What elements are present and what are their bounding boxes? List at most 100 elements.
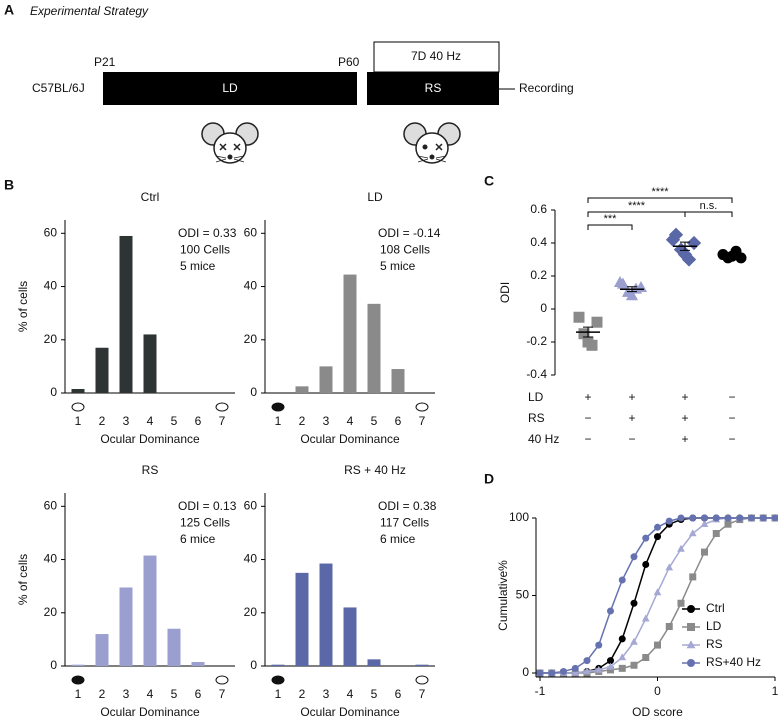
bar — [415, 664, 429, 666]
marker — [665, 232, 681, 247]
bar — [95, 634, 109, 666]
phase-label: LD — [222, 81, 238, 95]
x-tick-label: 7 — [419, 687, 426, 701]
rs-bar — [367, 72, 499, 105]
eye-icon — [215, 402, 229, 412]
x-tick-label: 1 — [75, 687, 82, 701]
marker — [548, 669, 556, 677]
marker — [701, 514, 708, 522]
eye-icon — [215, 675, 229, 685]
annotation: 6 mice — [380, 532, 416, 546]
y-tick-label: 40 — [244, 552, 258, 566]
marker — [701, 548, 708, 556]
condition-sign: − — [728, 411, 735, 425]
y-tick-label: 20 — [244, 605, 258, 619]
legend-marker — [686, 640, 696, 649]
chart-title: RS + 40 Hz — [344, 463, 406, 477]
marker — [607, 666, 614, 674]
bar — [119, 235, 133, 393]
y-tick-label: 0 — [250, 658, 257, 672]
y-tick-label: 20 — [44, 332, 58, 346]
treatment-label: 7D 40 Hz — [411, 49, 461, 63]
y-tick-label: 0 — [522, 665, 529, 679]
annotation: 108 Cells — [380, 243, 430, 257]
y-axis-label: ODI — [498, 282, 512, 303]
marker — [642, 561, 650, 568]
x-tick-label: 7 — [419, 414, 426, 428]
phase-label: RS — [425, 81, 442, 95]
bar — [367, 303, 381, 393]
y-axis-label: % of cells — [16, 554, 30, 605]
marker — [712, 530, 720, 537]
treatment-box — [373, 41, 500, 73]
significance-label: *** — [604, 213, 618, 225]
x-tick-label: 2 — [299, 687, 306, 701]
marker — [607, 607, 614, 615]
bar — [343, 607, 357, 666]
x-tick-label: 7 — [219, 687, 226, 701]
error-bar — [627, 286, 637, 293]
bar — [71, 664, 85, 666]
age-label: P21 — [94, 55, 116, 69]
y-tick-label: 40 — [244, 279, 258, 293]
significance-bracket — [587, 211, 686, 217]
x-tick-label: 2 — [99, 414, 106, 428]
condition-sign: + — [681, 411, 688, 425]
x-axis-label: Ocular Dominance — [100, 432, 200, 446]
marker — [677, 514, 685, 522]
y-tick-label: 0 — [250, 385, 257, 399]
marker — [578, 328, 590, 340]
x-tick-label: 3 — [323, 414, 330, 428]
condition-sign: + — [681, 390, 688, 404]
marker — [677, 247, 693, 262]
y-tick-label: 40 — [44, 279, 58, 293]
y-tick-label: 20 — [44, 605, 58, 619]
condition-sign: − — [584, 411, 591, 425]
annotation: 100 Cells — [180, 243, 230, 257]
bar — [95, 347, 109, 393]
bar — [319, 563, 333, 666]
x-tick-label: 2 — [99, 687, 106, 701]
x-tick-label: 5 — [371, 414, 378, 428]
recording-label: Recording — [519, 81, 574, 95]
annotation: 125 Cells — [180, 516, 230, 530]
marker — [630, 553, 638, 561]
y-tick-label: -0.2 — [526, 334, 547, 348]
marker — [712, 514, 720, 522]
marker — [595, 641, 603, 649]
x-tick-label: 4 — [147, 414, 154, 428]
panel-label: D — [484, 471, 494, 487]
y-tick-label: 60 — [44, 498, 58, 512]
marker — [607, 657, 614, 665]
x-tick-label: 3 — [123, 687, 130, 701]
bar — [343, 274, 357, 393]
age-label: P60 — [338, 55, 360, 69]
y-tick-label: 20 — [244, 332, 258, 346]
annotation: ODI = 0.13 — [178, 499, 237, 513]
x-tick-label: 3 — [323, 687, 330, 701]
series-line — [540, 517, 775, 674]
marker — [630, 661, 638, 669]
legend-label: RS+40 Hz — [706, 655, 761, 669]
marker — [571, 664, 579, 672]
eye-icon — [271, 675, 285, 685]
x-axis-label: Ocular Dominance — [300, 705, 400, 719]
marker — [583, 667, 591, 675]
x-tick-label: 1 — [275, 414, 282, 428]
marker — [582, 336, 594, 348]
significance-label: **** — [628, 200, 646, 212]
bar — [391, 369, 405, 393]
x-tick-label: 1 — [275, 687, 282, 701]
condition-sign: − — [728, 390, 735, 404]
marker — [700, 520, 709, 527]
marker — [736, 514, 744, 522]
marker — [625, 289, 639, 301]
condition-sign: + — [628, 411, 635, 425]
bar — [295, 386, 309, 393]
x-axis-label: Ocular Dominance — [300, 432, 400, 446]
bar — [143, 334, 157, 393]
y-tick-label: 40 — [44, 552, 58, 566]
marker — [591, 316, 603, 328]
marker — [594, 665, 603, 673]
marker — [748, 514, 755, 522]
